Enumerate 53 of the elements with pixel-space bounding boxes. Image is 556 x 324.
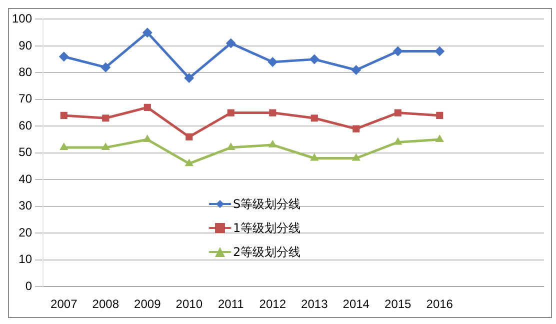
point (352, 125, 360, 132)
point (268, 56, 278, 67)
x-tick-label: 2010 (176, 297, 203, 312)
x-tick-label: 2008 (92, 297, 120, 312)
point (184, 158, 194, 166)
point (142, 28, 152, 38)
point (351, 65, 362, 76)
point (310, 153, 319, 161)
point (436, 112, 444, 119)
point (394, 137, 402, 145)
x-tick-label: 2009 (134, 297, 162, 312)
x-tick-label: 2014 (342, 297, 370, 312)
point (100, 62, 111, 72)
point (60, 142, 68, 150)
point (434, 46, 445, 56)
y-tick-label: 100 (12, 12, 32, 26)
point (184, 73, 194, 84)
legend-label: S等级划分线 (233, 196, 301, 213)
x-tick-label: 2012 (259, 297, 286, 312)
point (352, 153, 360, 161)
point (144, 104, 151, 111)
y-tick-label: 50 (18, 145, 32, 160)
point (310, 114, 318, 122)
point (102, 114, 110, 122)
y-tick-label: 0 (25, 278, 32, 293)
point (269, 109, 276, 116)
point (227, 109, 234, 116)
point (226, 38, 236, 48)
y-tick-label: 40 (18, 172, 32, 186)
y-tick-label: 20 (18, 225, 32, 240)
y-tick-label: 90 (18, 38, 32, 52)
x-tick-label: 2013 (301, 297, 328, 312)
point (58, 52, 69, 62)
y-tick-label: 60 (18, 118, 32, 132)
legend-label: 1等级划分线 (233, 220, 301, 237)
legend-label: 2等级划分线 (233, 244, 301, 261)
y-tick-label: 10 (18, 252, 32, 266)
point (394, 109, 402, 116)
point (435, 134, 444, 142)
point (143, 134, 152, 142)
y-tick-label: 30 (18, 198, 32, 213)
point (309, 54, 320, 64)
x-tick-label: 2015 (384, 297, 412, 312)
x-tick-label: 2016 (426, 297, 454, 312)
x-tick-label: 2007 (50, 297, 78, 312)
y-tick-label: 70 (18, 92, 32, 106)
point (268, 140, 277, 148)
point (392, 46, 403, 56)
point (186, 133, 193, 140)
point (101, 142, 110, 150)
y-tick-label: 80 (18, 64, 32, 79)
x-tick-label: 2011 (218, 297, 244, 312)
point (60, 112, 68, 119)
